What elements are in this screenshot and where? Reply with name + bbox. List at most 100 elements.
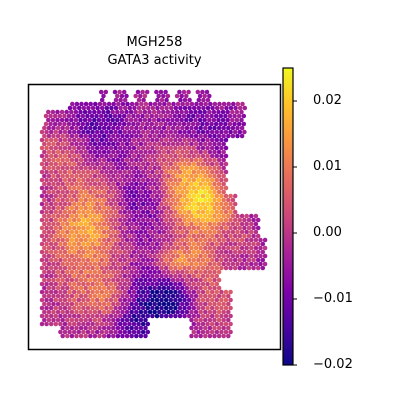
- spot: [51, 213, 56, 219]
- spot: [113, 273, 118, 279]
- spot: [67, 313, 72, 319]
- spot: [239, 245, 245, 251]
- spot: [262, 253, 268, 259]
- spot: [97, 309, 102, 315]
- spot: [129, 125, 134, 131]
- spot: [209, 177, 215, 183]
- spot: [113, 289, 118, 295]
- spot: [177, 185, 183, 191]
- spot: [235, 245, 240, 251]
- spot: [39, 257, 45, 263]
- spot: [175, 197, 180, 203]
- spot: [122, 185, 128, 191]
- spot: [111, 261, 116, 267]
- spot: [97, 157, 102, 163]
- spot: [228, 313, 233, 319]
- spot: [163, 297, 169, 303]
- spot: [127, 329, 132, 335]
- spot: [139, 101, 144, 107]
- spot: [39, 193, 45, 199]
- spot: [173, 225, 178, 231]
- spot: [196, 305, 201, 311]
- spot: [44, 257, 49, 263]
- spot: [111, 181, 116, 187]
- spot: [74, 181, 79, 187]
- spot: [88, 261, 93, 267]
- spot: [150, 257, 155, 263]
- spot: [83, 221, 88, 227]
- spot: [42, 205, 47, 211]
- spot: [149, 121, 155, 127]
- spot: [161, 125, 167, 131]
- spot: [124, 141, 130, 147]
- spot: [207, 213, 213, 219]
- spot: [101, 213, 107, 219]
- spot: [120, 197, 125, 203]
- spot: [131, 313, 137, 319]
- spot: [131, 169, 137, 175]
- spot: [143, 101, 149, 107]
- spot: [154, 305, 160, 311]
- spot: [109, 105, 114, 111]
- spot: [182, 217, 187, 223]
- spot: [131, 153, 137, 159]
- spot: [154, 113, 159, 119]
- spot: [152, 197, 157, 203]
- spot: [44, 169, 49, 175]
- spot: [129, 317, 134, 323]
- spot: [136, 329, 141, 335]
- spot: [94, 201, 100, 207]
- spot: [175, 205, 180, 211]
- spot: [200, 137, 206, 143]
- spot: [145, 241, 151, 247]
- spot: [71, 145, 77, 151]
- spot: [50, 117, 56, 123]
- spot: [90, 217, 95, 223]
- spot: [184, 253, 190, 259]
- spot: [53, 297, 59, 303]
- spot: [120, 133, 125, 139]
- spot: [216, 109, 221, 115]
- spot: [101, 301, 107, 307]
- spot: [198, 237, 203, 243]
- spot: [205, 201, 210, 207]
- spot: [94, 241, 100, 247]
- spot: [166, 261, 171, 267]
- spot: [205, 313, 210, 319]
- spot: [83, 317, 88, 323]
- spot: [111, 333, 116, 339]
- spot: [186, 209, 192, 215]
- spot: [186, 289, 192, 295]
- spot: [221, 245, 226, 251]
- spot: [138, 133, 144, 139]
- spot: [58, 161, 63, 167]
- spot: [48, 193, 54, 199]
- spot: [134, 277, 139, 283]
- spot: [150, 241, 155, 247]
- spot: [166, 157, 171, 163]
- spot: [112, 121, 118, 127]
- spot: [51, 317, 56, 323]
- spot: [111, 301, 116, 307]
- spot: [88, 197, 93, 203]
- spot: [62, 249, 68, 255]
- spot: [209, 137, 215, 143]
- spot: [71, 113, 76, 119]
- spot: [83, 133, 88, 139]
- spot: [99, 137, 105, 143]
- spot: [219, 257, 224, 263]
- spot: [171, 101, 176, 107]
- spot: [67, 289, 72, 295]
- spot: [140, 161, 146, 167]
- spot: [92, 213, 98, 219]
- spot: [74, 165, 79, 171]
- spot: [189, 269, 194, 275]
- spot: [83, 261, 88, 267]
- spot: [140, 145, 146, 151]
- spot: [62, 129, 68, 135]
- spot: [226, 245, 231, 251]
- spot: [212, 237, 217, 243]
- spot: [126, 113, 132, 119]
- spot: [104, 241, 109, 247]
- spot: [150, 129, 155, 135]
